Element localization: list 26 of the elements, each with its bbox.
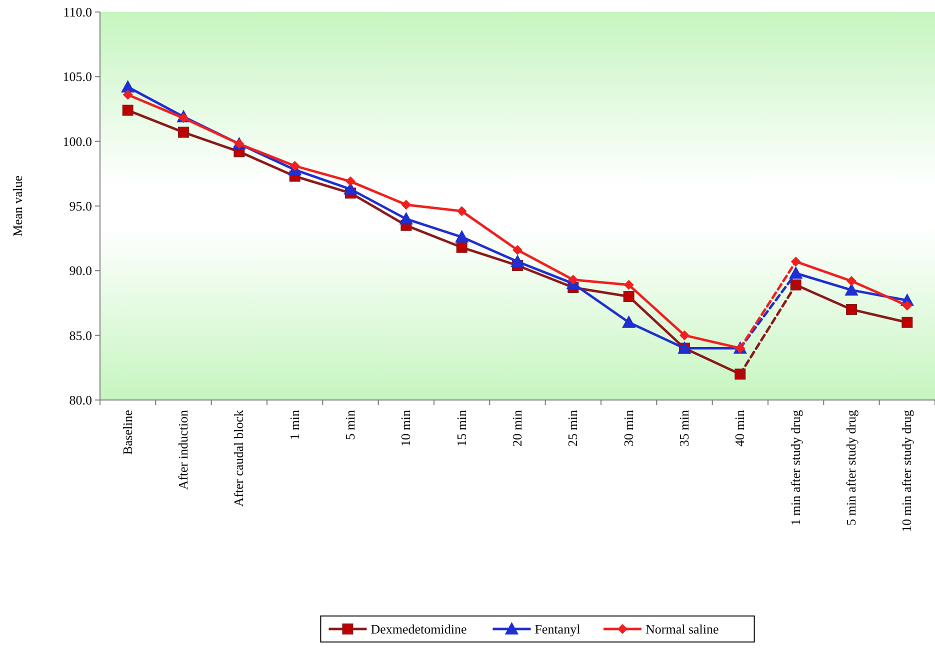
y-tick-label: 110.0 [63,4,92,20]
x-tick-label: 1 min [286,410,302,440]
legend-label: Normal saline [646,622,720,637]
x-tick-label: 10 min [398,410,414,446]
legend-label: Fentanyl [534,622,581,637]
x-tick-label: 30 min [620,410,636,446]
y-axis-title: Mean value [10,175,25,237]
x-tick-label: Baseline [120,410,135,455]
x-tick-label: 5 min [342,410,358,440]
x-tick-label: 1 min after study drug [788,410,803,526]
y-tick-label: 85.0 [69,328,92,343]
legend-label: Dexmedetomidine [370,622,467,637]
x-tick-label: 5 min after study drug [844,410,858,526]
y-tick-label: 80.0 [69,392,92,408]
y-tick-label: 95.0 [69,198,92,214]
x-tick-label: After caudal block [231,410,246,507]
x-tick-label: 35 min [676,410,692,446]
y-tick-label: 100.0 [62,134,92,149]
x-tick-label: After induction [176,410,190,490]
y-tick-label: 105.0 [62,69,92,84]
y-tick-label: 90.0 [69,263,92,278]
x-tick-label: 20 min [510,410,524,446]
x-tick-label: 40 min [732,410,748,446]
x-tick-label: 15 min [454,410,469,446]
x-tick-label: 10 min after study drug [899,410,914,532]
x-tick-label: 25 min [565,410,580,446]
